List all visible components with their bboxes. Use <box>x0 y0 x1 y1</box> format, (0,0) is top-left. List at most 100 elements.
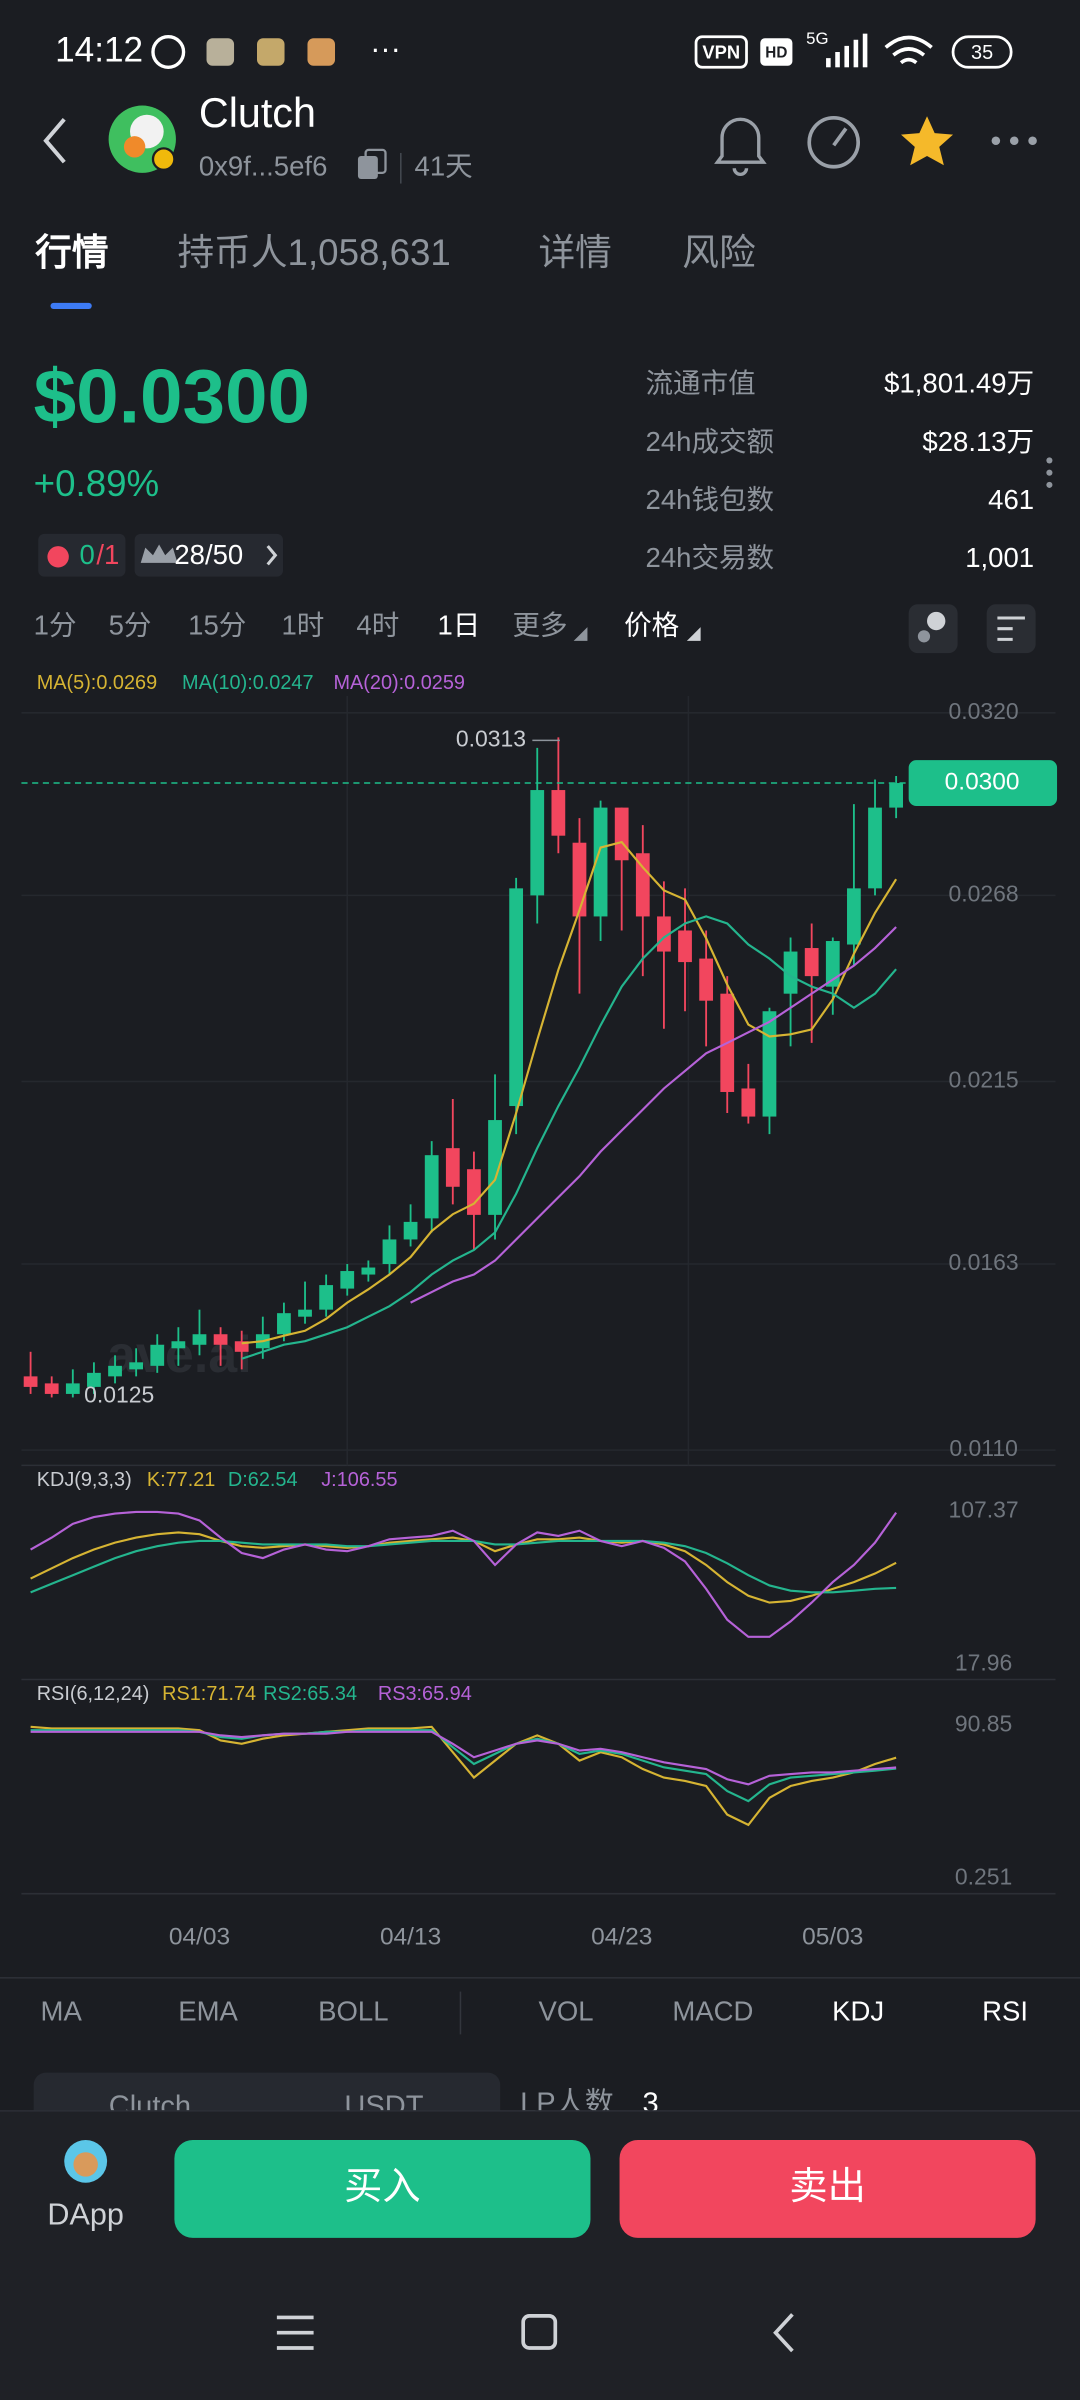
timeframe[interactable]: 1时 <box>281 609 324 640</box>
indicator-tab-active[interactable]: KDJ <box>832 1995 884 2026</box>
timeframe[interactable]: 1分 <box>34 609 77 640</box>
legend-entry: D:62.54 <box>228 1469 298 1491</box>
tab[interactable]: 持币人1,058,631 <box>177 232 450 273</box>
candle-body <box>129 1362 144 1370</box>
y-tick-label: 0.251 <box>955 1863 1012 1889</box>
timeframe-more[interactable]: 更多 <box>512 609 567 640</box>
favorite-star[interactable] <box>901 116 954 166</box>
avatar-detail <box>123 136 146 158</box>
indicator-line <box>410 926 897 1304</box>
candle-body <box>171 1341 186 1349</box>
candle-body <box>467 1169 481 1215</box>
copy-icon[interactable] <box>357 156 378 179</box>
timeframe[interactable]: 15分 <box>188 609 246 640</box>
wifi-icon <box>884 35 933 65</box>
candle-body <box>298 1309 312 1317</box>
y-tick-label: 0.0215 <box>949 1067 1019 1093</box>
bell-icon[interactable] <box>714 117 767 177</box>
badge-total: /1 <box>96 539 119 570</box>
stat-value: $1,801.49万 <box>884 368 1034 399</box>
timeframe[interactable]: 5分 <box>109 609 152 640</box>
stat-label: 流通市值 <box>646 368 756 399</box>
sell-label[interactable]: 卖出 <box>789 2165 865 2208</box>
tab[interactable]: 风险 <box>682 232 755 273</box>
badge-count: 0 <box>80 539 95 570</box>
indicator-tab[interactable]: VOL <box>538 1995 593 2026</box>
legend-entry: MA(10):0.0247 <box>182 672 313 694</box>
tab-active[interactable]: 行情 <box>35 232 108 273</box>
indicator-line <box>30 1730 897 1786</box>
badge[interactable] <box>134 533 284 577</box>
buy-label[interactable]: 买入 <box>344 2165 420 2208</box>
candle-body <box>65 1383 80 1394</box>
indicator-tab-active[interactable]: RSI <box>982 1995 1028 2026</box>
network-label: 5G <box>806 29 828 48</box>
token-age: 41天 <box>415 151 473 182</box>
timeframe-active[interactable]: 1日 <box>438 609 481 640</box>
legend-entry: K:77.21 <box>147 1469 216 1491</box>
candle-body <box>23 1376 38 1387</box>
legend-entry: MA(20):0.0259 <box>333 672 464 694</box>
candle-body <box>361 1267 376 1275</box>
candle-body <box>44 1383 59 1394</box>
indicator-line <box>241 915 897 1360</box>
nav-back[interactable] <box>773 2313 794 2353</box>
candle-body <box>868 807 882 889</box>
more-menu[interactable] <box>991 136 1037 146</box>
candle-body <box>783 951 798 994</box>
dapp-label[interactable]: DApp <box>47 2198 124 2232</box>
app-icon <box>206 38 235 66</box>
stat-value: 1,001 <box>965 542 1034 573</box>
indicator-tab[interactable]: MACD <box>672 1995 753 2026</box>
timeframe[interactable]: 4时 <box>356 609 399 640</box>
tab[interactable]: 详情 <box>538 232 611 273</box>
charts: 0.0320 0.0268 0.0215 0.0163 0.0110 ave.ai MA(5… <box>21 672 1058 1951</box>
candle-body <box>741 1088 756 1117</box>
copy-icon[interactable] <box>364 148 387 174</box>
chain-badge <box>151 147 176 171</box>
indicator-line <box>30 1531 897 1604</box>
candle-body <box>657 916 671 952</box>
indicator-line <box>30 1729 897 1803</box>
gauge-icon[interactable] <box>807 115 861 169</box>
candle-body <box>762 1011 777 1117</box>
candle-body <box>825 941 840 987</box>
nav-home[interactable] <box>521 2314 558 2350</box>
candle-body <box>635 853 650 917</box>
candle-body <box>530 790 545 896</box>
chevron <box>266 545 278 566</box>
battery-label: 35 <box>971 42 993 64</box>
price-mode[interactable]: 价格 <box>624 609 679 640</box>
candle-body <box>593 807 608 917</box>
vpn-box <box>694 35 748 69</box>
stats: 流通市值 $1,801.49万 24h成交额 $28.13万 24h钱包数 46… <box>646 368 1035 573</box>
candle-body <box>87 1372 101 1387</box>
candle-body <box>678 930 692 963</box>
sell-button[interactable] <box>619 2139 1036 2238</box>
indicator-title: KDJ(9,3,3) <box>37 1469 132 1491</box>
candle-body <box>108 1365 122 1377</box>
stat-label: 24h成交额 <box>646 426 774 457</box>
hd-label: HD <box>765 45 787 62</box>
nav-menu[interactable] <box>276 2315 314 2350</box>
token-name: Clutch <box>199 90 316 136</box>
high-annotation: 0.0313 <box>456 725 526 751</box>
buy-button[interactable] <box>174 2139 591 2238</box>
signal-icon <box>826 33 868 68</box>
indicator-line <box>30 1510 898 1638</box>
back-button[interactable] <box>43 118 66 164</box>
legend-entry: J:106.55 <box>321 1469 397 1491</box>
side-dots[interactable] <box>1046 457 1053 488</box>
indicator-tab[interactable]: EMA <box>178 1995 238 2026</box>
candle-body <box>445 1148 460 1187</box>
price: $0.0300 <box>34 354 310 439</box>
indicator-tab[interactable]: BOLL <box>318 1995 388 2026</box>
candle-body <box>551 790 566 836</box>
indicator-tab[interactable]: MA <box>41 1995 83 2026</box>
candle-body <box>572 842 587 917</box>
candle-body <box>488 1120 502 1215</box>
y-tick-label: 107.37 <box>949 1496 1019 1522</box>
badge-icon <box>47 546 69 568</box>
